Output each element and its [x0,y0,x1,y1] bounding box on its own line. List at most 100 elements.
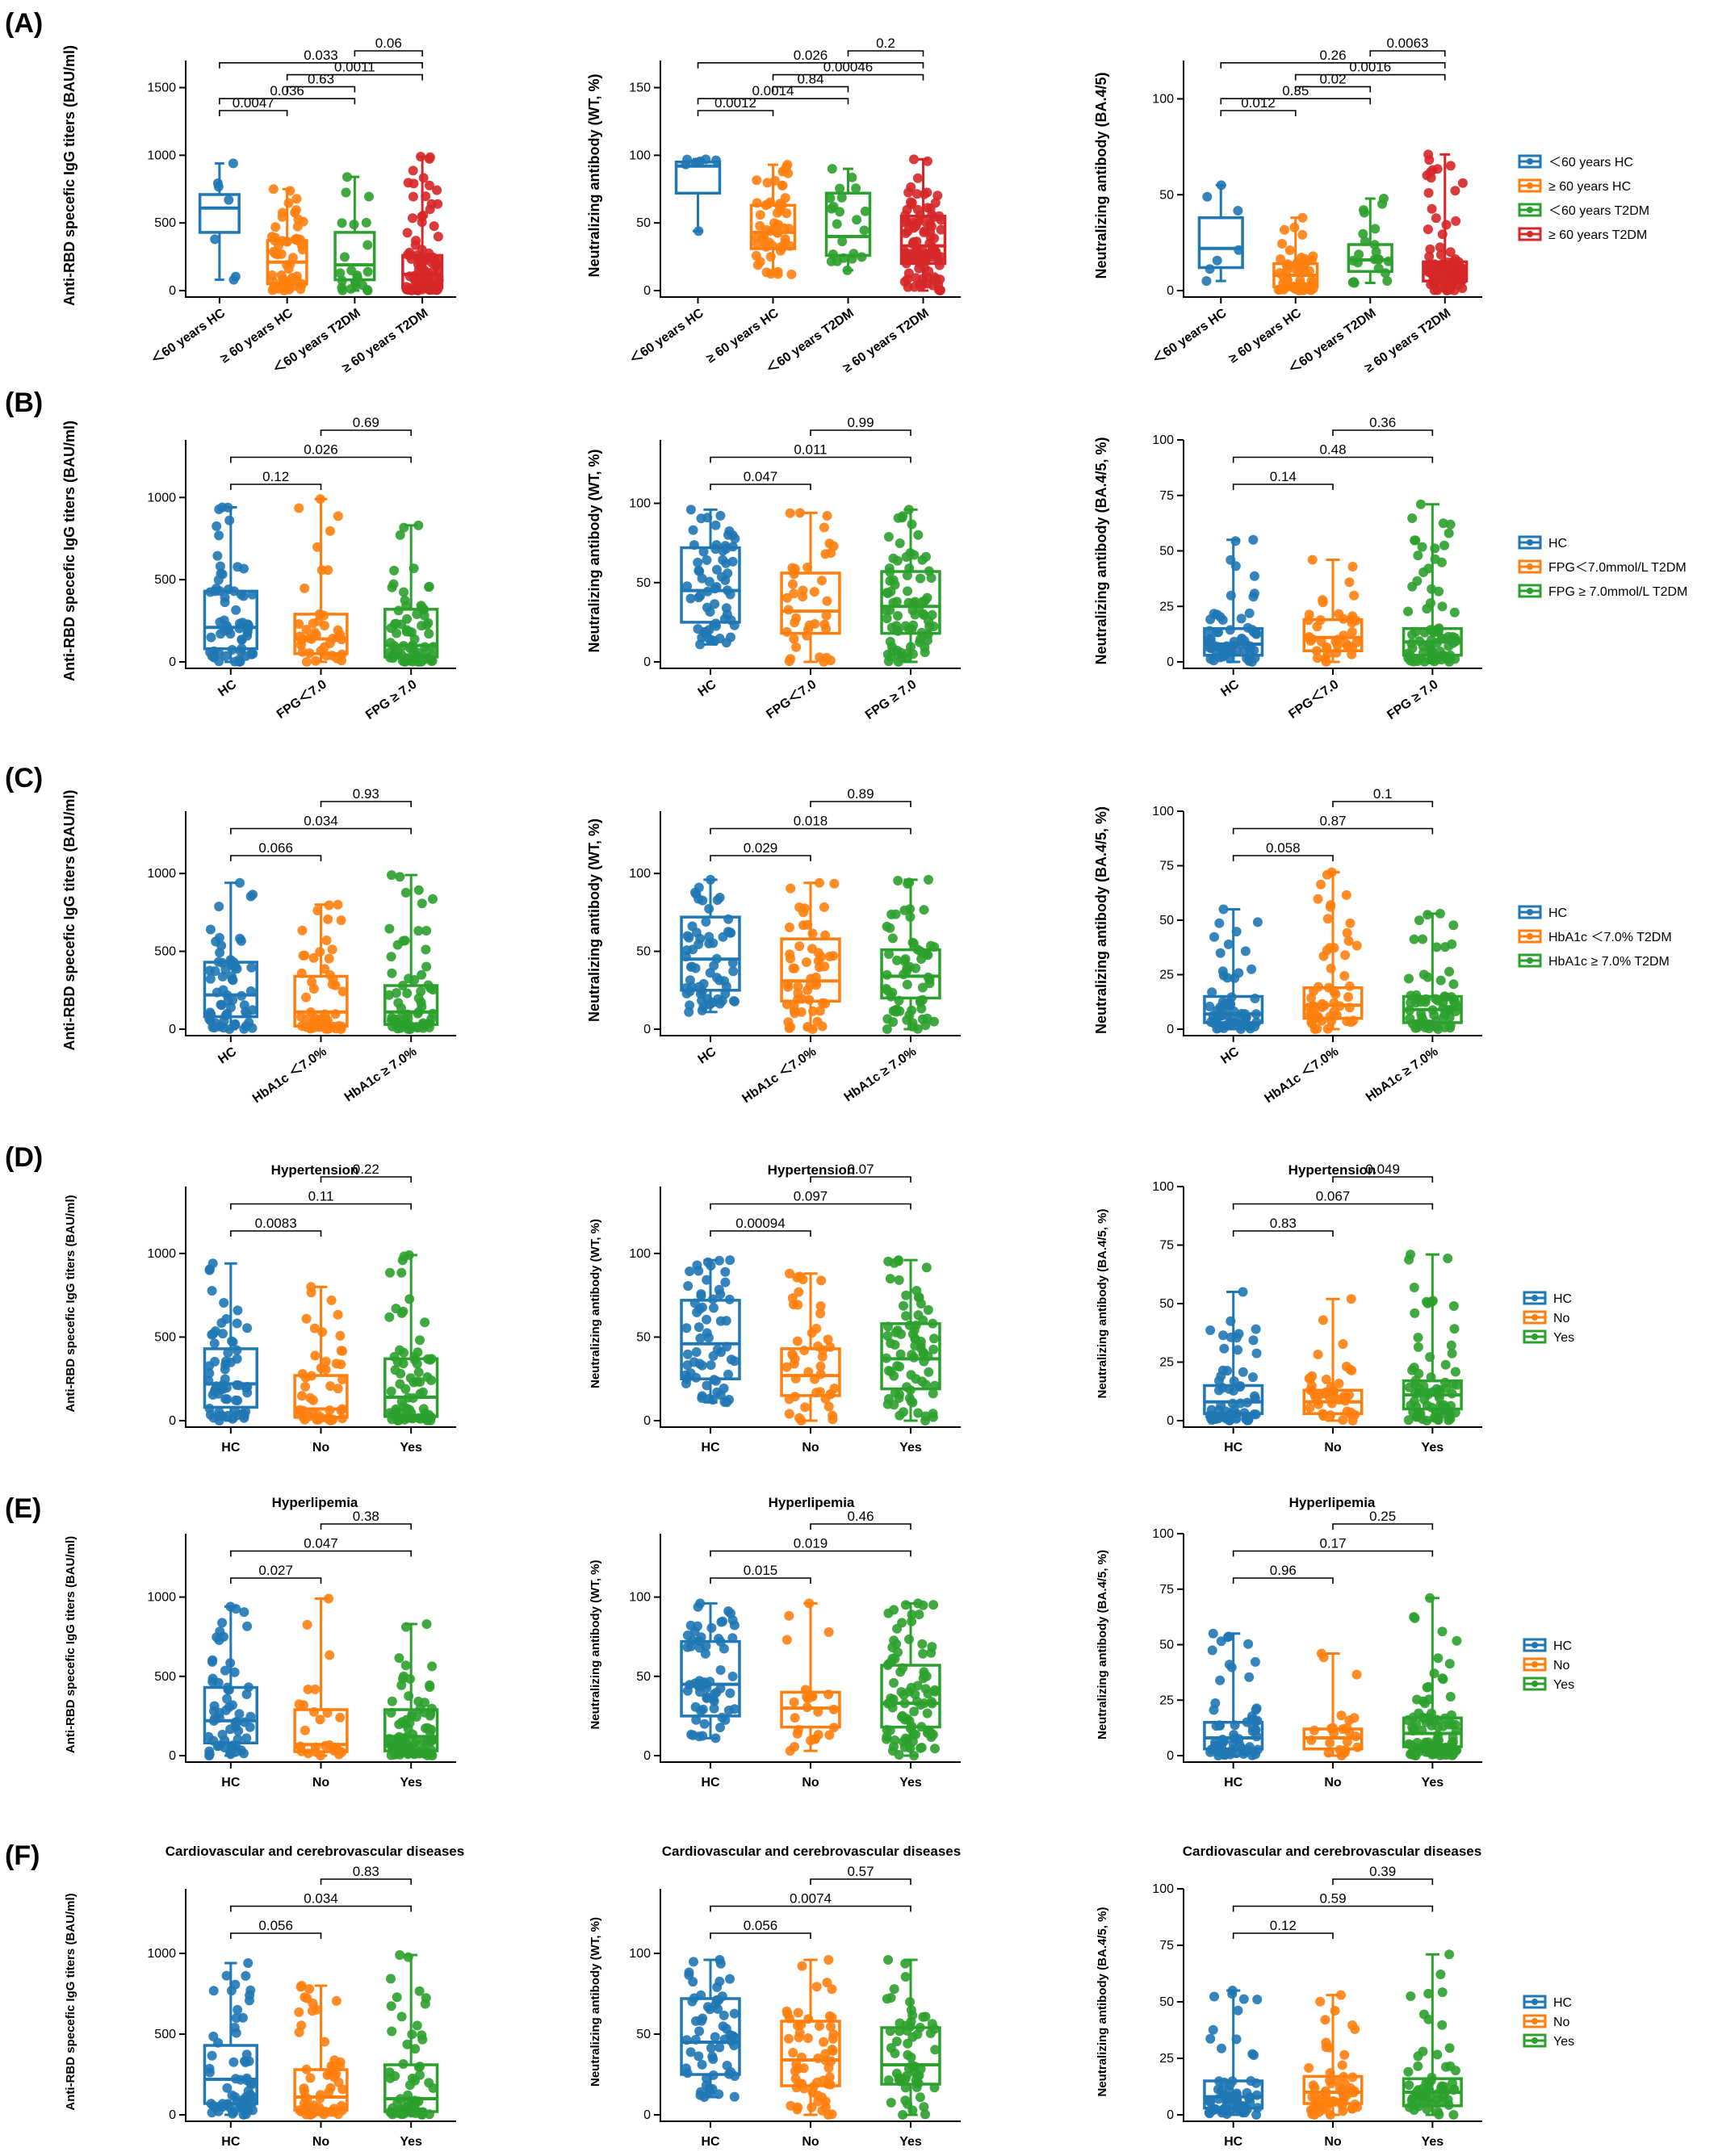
bracket-line [1369,50,1446,57]
data-point [386,952,396,962]
data-point [333,899,343,910]
data-point [695,1687,705,1698]
data-point [685,1000,695,1011]
x-tick-label: FPG ≥ 7.0 [863,677,919,722]
data-point [810,618,820,629]
data-point [333,2077,344,2087]
data-point [723,1369,733,1379]
legend: HC FPG＜7.0mmol/L T2DM FPG ≥ 7.0mmol/L T2DM [1518,535,1687,599]
x-tick-label: No [1324,2135,1342,2149]
data-point [1437,2095,1448,2106]
significance-bracket: 0.2 [847,36,924,57]
legend-label: HC [1553,1292,1572,1306]
legend-dot-icon [1527,231,1533,237]
data-point [410,240,421,250]
data-point [770,175,780,186]
data-point [408,191,418,202]
data-point [1215,1022,1226,1032]
bracket-line [1232,855,1334,861]
data-point [420,1999,430,2009]
data-point [1322,914,1333,924]
bracket-line [1220,110,1297,116]
p-value: 0.066 [258,840,293,856]
data-point [721,1316,731,1326]
bracket-line [710,1932,811,1939]
box-2 [780,877,841,1034]
data-point [413,926,424,936]
data-point [706,1360,716,1371]
box-iqr [824,191,872,257]
data-point [306,1287,316,1298]
y-tick-label: 1000 [147,1947,176,1961]
data-point [324,900,334,911]
data-point [295,1982,306,1992]
bracket-line [286,73,423,81]
data-point [1410,535,1420,546]
data-point [326,1295,337,1305]
bracket-line [230,484,322,490]
data-point [1446,1340,1456,1350]
box-iqr [1203,994,1264,1024]
data-point [899,277,910,287]
data-point [718,931,728,942]
y-tick-label: 50 [636,576,651,590]
box-1 [1197,180,1244,287]
data-point [1413,1342,1423,1352]
data-point [682,1349,693,1359]
y-tick-label: 0 [169,284,176,298]
data-point [882,588,893,598]
box-1 [203,877,258,1034]
data-point [918,1600,928,1610]
data-point [297,1391,307,1401]
data-point [1205,1325,1216,1335]
data-point [719,1643,729,1654]
data-point [425,180,434,190]
data-point [714,893,725,902]
p-value: 0.46 [847,1509,874,1524]
data-point [1451,216,1461,226]
data-point [894,1750,904,1760]
data-point [283,198,294,208]
data-point [885,576,895,586]
data-point [899,905,910,915]
data-point [920,2012,931,2022]
data-point [715,1665,726,1675]
data-point [325,638,335,648]
data-point [413,1367,424,1378]
bracket-line [230,1905,412,1912]
x-tick-label: HC [216,677,239,699]
y-tick-label: 0 [1167,1414,1174,1428]
data-point [1215,1675,1226,1685]
p-value: 0.011 [794,442,827,458]
data-point [925,2028,936,2038]
data-point [231,1395,241,1405]
data-point [217,1329,228,1339]
legend-label: HC [1553,1996,1572,2010]
data-point [926,221,937,232]
bracket-line [710,484,811,490]
data-point [287,253,298,263]
data-point [903,624,914,634]
y-tick-label: 0 [169,2108,176,2122]
data-point [427,1661,438,1672]
legend-item: HC [1518,905,1567,920]
chart-1-2: 0 50 100 150 Neutralizing antibody (WT, %) ＜6… [586,36,961,377]
data-point [900,1958,911,1969]
box-3 [383,870,439,1034]
data-point [296,241,307,251]
data-point [685,961,696,972]
data-point [899,1407,908,1417]
data-point [895,538,905,548]
bracket-line [810,801,911,807]
data-point [214,1407,224,1417]
data-point [1326,963,1336,973]
data-point [1433,1653,1444,1664]
data-point [1318,1315,1328,1325]
data-point [1359,207,1369,218]
box-iqr [198,193,241,234]
p-value: 0.96 [1270,1563,1297,1578]
box-iqr [203,2044,258,2105]
box-1 [680,1955,741,2102]
data-point [1210,1414,1221,1425]
